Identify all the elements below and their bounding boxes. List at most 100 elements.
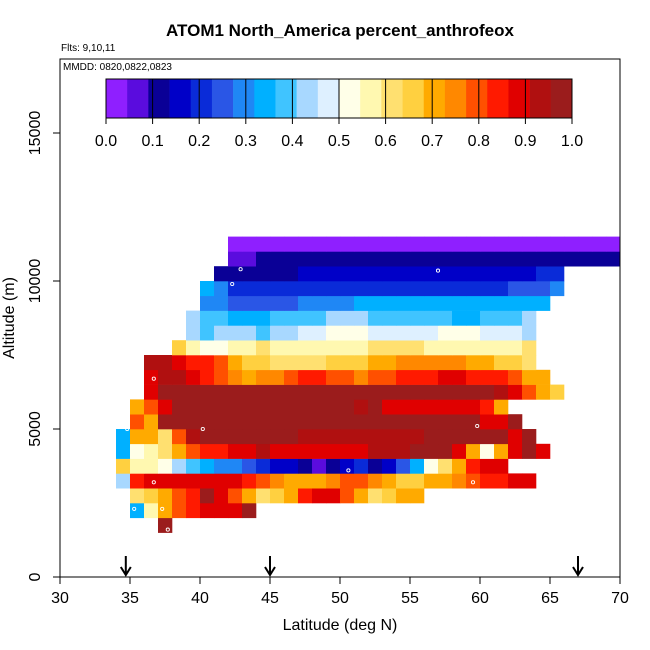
heatmap-cell — [368, 355, 383, 371]
heatmap-cell — [242, 355, 257, 371]
heatmap-cell — [354, 443, 369, 459]
heatmap-cell — [228, 310, 243, 326]
heatmap-cell — [312, 266, 327, 282]
heatmap-cell — [382, 369, 397, 385]
colorbar-tick-label: 0.5 — [328, 133, 350, 150]
heatmap-cell — [494, 236, 509, 252]
heatmap-cell — [284, 414, 299, 430]
heatmap-cell — [368, 369, 383, 385]
heatmap-cell — [256, 458, 271, 474]
heatmap-cell — [158, 458, 173, 474]
heatmap-cell — [452, 340, 467, 356]
sample-marker — [200, 426, 205, 432]
heatmap-cell — [200, 414, 215, 430]
heatmap-cell — [480, 458, 495, 474]
heatmap-cell — [214, 399, 229, 415]
heatmap-cell — [522, 251, 537, 267]
heatmap-cell — [228, 325, 243, 341]
heatmap-cell — [256, 369, 271, 385]
colorbar-swatch — [169, 79, 192, 118]
colorbar-swatch — [550, 79, 573, 118]
heatmap-cell — [354, 251, 369, 267]
flight-arrow — [572, 556, 584, 577]
heatmap-cell — [606, 251, 621, 267]
heatmap-cell — [564, 251, 579, 267]
heatmap-cell — [368, 429, 383, 445]
sample-marker — [475, 423, 480, 429]
x-tick-label: 50 — [331, 590, 349, 607]
heatmap-cell — [228, 236, 243, 252]
heatmap-cell — [158, 473, 173, 489]
heatmap-cell — [438, 236, 453, 252]
heatmap-cell — [410, 251, 425, 267]
heatmap-cell — [368, 473, 383, 489]
flight-arrow — [264, 556, 276, 577]
heatmap-cell — [536, 295, 551, 311]
heatmap-cell — [298, 473, 313, 489]
heatmap-cell — [214, 429, 229, 445]
heatmap-cell — [312, 369, 327, 385]
heatmap-cell — [480, 251, 495, 267]
heatmap-cell — [326, 369, 341, 385]
colorbar-swatch — [296, 79, 319, 118]
heatmap-cell — [312, 281, 327, 297]
heatmap-cell — [116, 429, 131, 445]
sample-marker — [160, 506, 165, 511]
heatmap-cell — [354, 236, 369, 252]
heatmap-cell — [242, 295, 257, 311]
heatmap-cell — [340, 310, 355, 326]
heatmap-cell — [508, 295, 523, 311]
heatmap-cell — [480, 295, 495, 311]
heatmap-cell — [298, 340, 313, 356]
heatmap-cell — [144, 473, 159, 489]
heatmap-cell — [312, 473, 327, 489]
heatmap-cell — [508, 266, 523, 282]
heatmap-cell — [494, 355, 509, 371]
heatmap-cell — [564, 236, 579, 252]
heatmap-cell — [508, 384, 523, 400]
heatmap-cell — [354, 325, 369, 341]
heatmap-cell — [340, 355, 355, 371]
colorbar-swatch — [317, 79, 340, 118]
heatmap-cell — [256, 340, 271, 356]
heatmap-cell — [284, 488, 299, 504]
heatmap-cell — [396, 369, 411, 385]
heatmap-cell — [228, 429, 243, 445]
heatmap-cell — [214, 295, 229, 311]
heatmap-cell — [382, 414, 397, 430]
heatmap-cell — [284, 340, 299, 356]
heatmap-cell — [494, 458, 509, 474]
heatmap-cell — [256, 488, 271, 504]
heatmap-cell — [340, 488, 355, 504]
heatmap-cell — [228, 458, 243, 474]
heatmap-cell — [410, 355, 425, 371]
heatmap-cell — [158, 488, 173, 504]
heatmap-cell — [270, 281, 285, 297]
heatmap-cell — [522, 295, 537, 311]
heatmap-cell — [172, 458, 187, 474]
heatmap-cell — [452, 281, 467, 297]
heatmap-cell — [382, 325, 397, 341]
sample-marker — [230, 281, 235, 287]
heatmap-cell — [200, 281, 215, 297]
heatmap-cell — [326, 310, 341, 326]
heatmap-cell — [116, 443, 131, 459]
heatmap-cell — [368, 458, 383, 474]
x-tick-label: 30 — [51, 590, 69, 607]
heatmap-cell — [396, 399, 411, 415]
heatmap-cell — [214, 488, 229, 504]
heatmap-cell — [438, 251, 453, 267]
heatmap-cell — [340, 399, 355, 415]
heatmap-cell — [466, 429, 481, 445]
heatmap-cell — [480, 281, 495, 297]
heatmap-cell — [480, 340, 495, 356]
heatmap-cell — [270, 295, 285, 311]
heatmap-cell — [214, 266, 229, 282]
heatmap-cell — [340, 251, 355, 267]
heatmap-cell — [270, 325, 285, 341]
heatmap-cell — [214, 473, 229, 489]
heatmap-cell — [312, 236, 327, 252]
heatmap-cell — [200, 340, 215, 356]
heatmap-cell — [508, 429, 523, 445]
